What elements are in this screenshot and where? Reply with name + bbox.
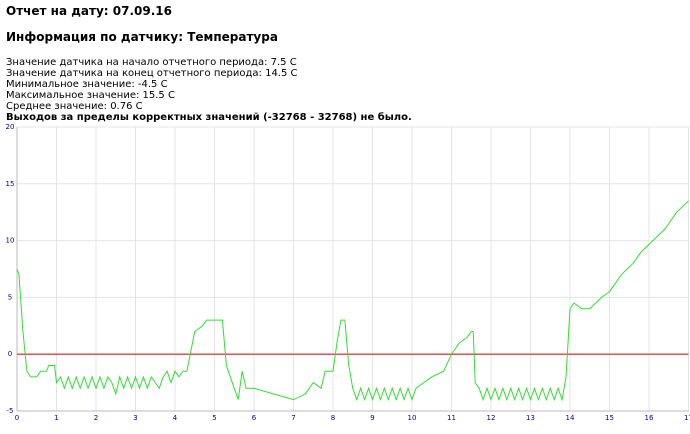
x-tick-label: 2 [94,414,98,422]
x-tick-label: 8 [331,414,335,422]
info-line: Максимальное значение: 15.5 С [6,90,175,101]
x-tick-label: 1 [54,414,58,422]
y-tick-label: 0 [8,350,12,358]
x-tick-label: 0 [15,414,19,422]
y-tick-label: -5 [7,407,14,415]
y-tick-label: 10 [6,237,15,245]
x-tick-label: 16 [645,414,654,422]
info-line: Среднее значение: 0.76 С [6,101,143,112]
x-tick-label: 15 [605,414,614,422]
x-tick-label: 5 [212,414,216,422]
x-tick-label: 14 [566,414,575,422]
info-line: Значение датчика на конец отчетного пери… [6,68,298,79]
x-tick-label: 9 [370,414,374,422]
info-line: Значение датчика на начало отчетного пер… [6,57,297,68]
x-tick-label: 3 [133,414,137,422]
x-tick-label: 13 [526,414,535,422]
sensor-title: Информация по датчику: Температура [6,30,278,44]
report-title: Отчет на дату: 07.09.16 [6,4,172,18]
x-tick-label: 7 [291,414,295,422]
y-tick-label: 15 [6,180,15,188]
x-tick-label: 11 [447,414,456,422]
series-line [16,200,689,402]
x-tick-label: 12 [487,414,496,422]
info-line: Минимальное значение: -4.5 С [6,79,168,90]
x-tick-label: 6 [252,414,257,422]
x-tick-label: 17 [684,414,690,422]
y-tick-label: 5 [8,293,12,301]
y-tick-label: 20 [6,123,15,131]
x-tick-label: 4 [173,414,178,422]
note: Выходов за пределы корректных значений (… [6,112,412,123]
x-tick-label: 10 [408,414,417,422]
